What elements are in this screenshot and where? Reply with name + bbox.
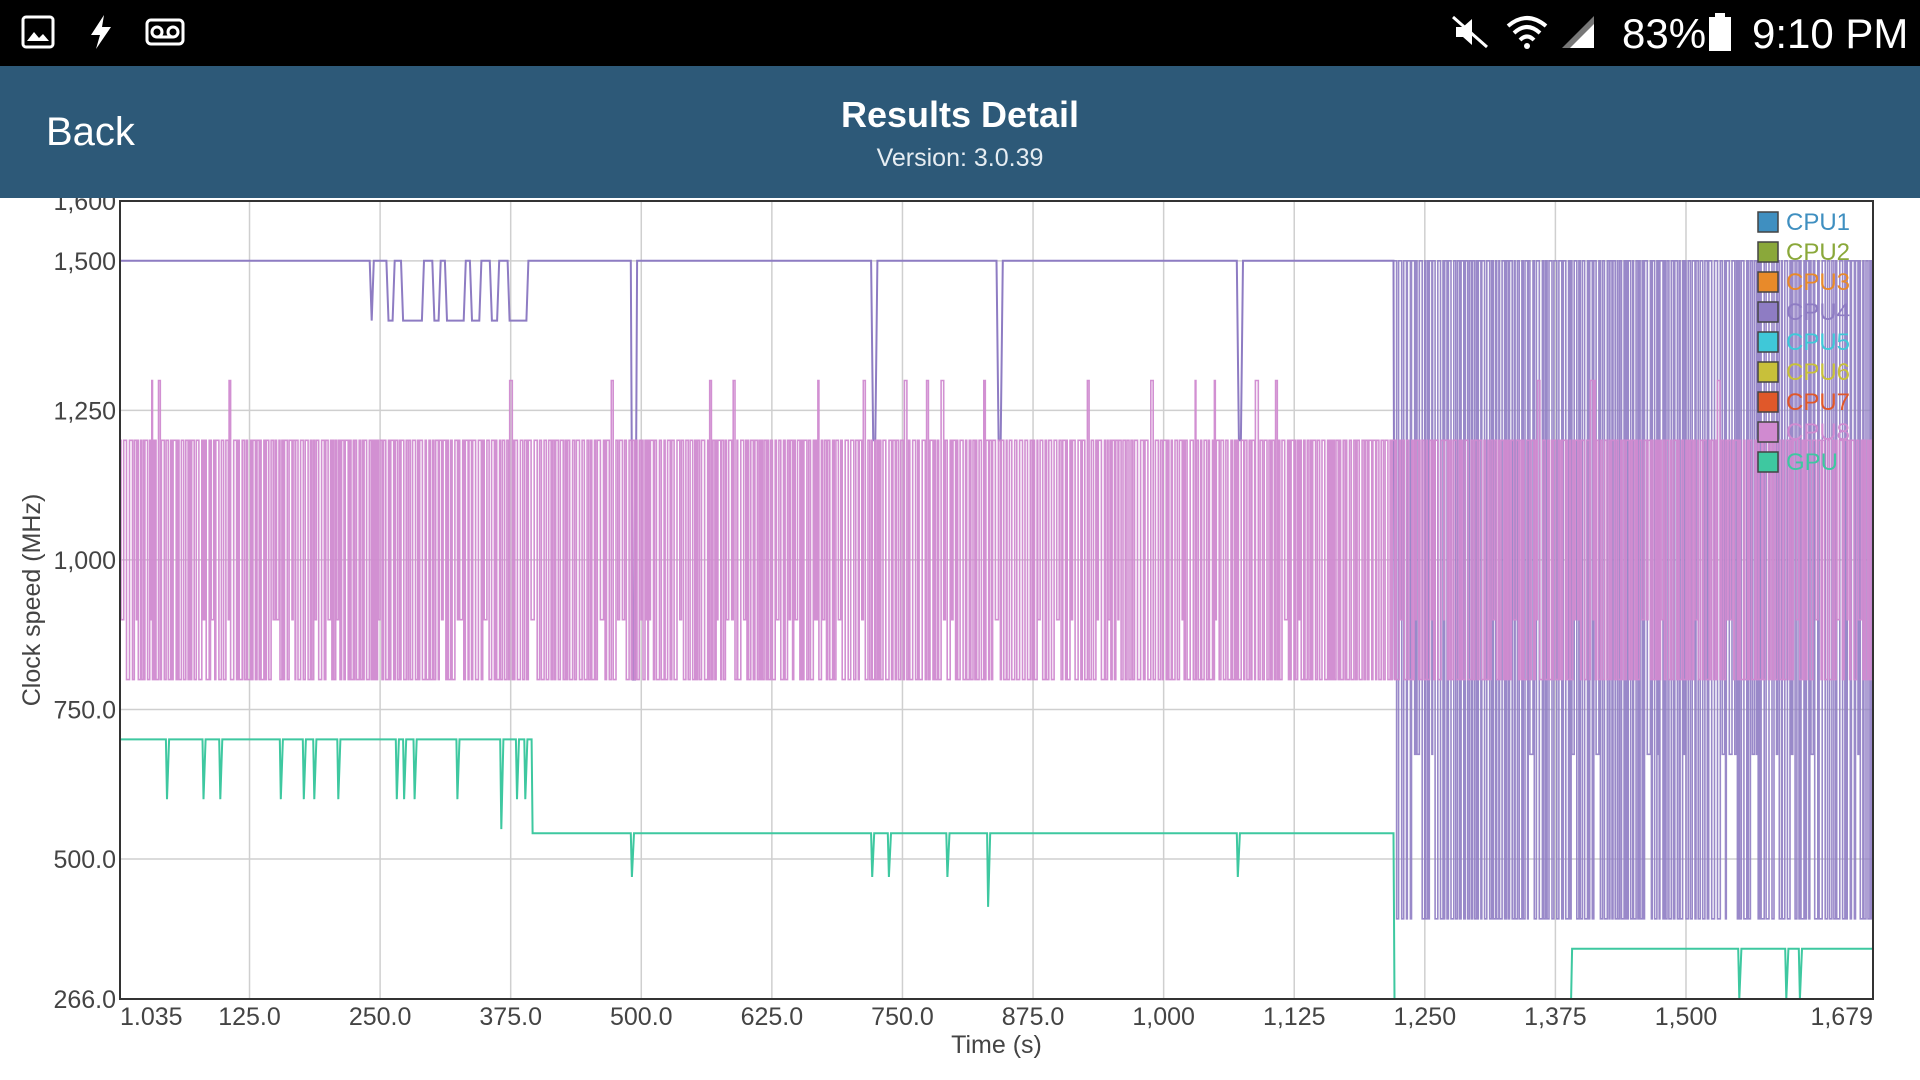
x-tick-label: 625.0 [741, 1003, 804, 1031]
y-tick-label: 750.0 [53, 696, 116, 724]
chart-legend: CPU1 CPU2 CPU3 CPU4 CPU5 CPU6 CPU7 CPU8 GPU [1757, 209, 1850, 476]
back-button[interactable]: Back [46, 110, 135, 154]
status-bar: 83% 9:10 PM [0, 0, 1920, 66]
series-line-gpu [120, 738, 1873, 1000]
mute-icon [1452, 15, 1488, 49]
clock-speed-chart: 1.035 125.0 250.0 375.0 500.0 625.0 750.0 875.0… [18, 198, 1874, 1059]
x-tick-label: 125.0 [218, 1003, 281, 1031]
legend-swatch-gpu [1757, 451, 1779, 473]
voicemail-icon [145, 18, 185, 46]
clock: 9:10 PM [1752, 10, 1909, 57]
wifi-icon [1506, 16, 1548, 49]
series-line-cpu8 [120, 379, 1873, 681]
legend-swatch-cpu6 [1757, 361, 1779, 383]
y-tick-label: 266.0 [53, 986, 116, 1014]
battery-percent: 83% [1622, 10, 1707, 57]
plot-frame [119, 200, 1874, 1000]
legend-swatch-cpu1 [1757, 211, 1779, 233]
x-tick-label: 1,375 [1524, 1003, 1587, 1031]
x-tick-label: 1,125 [1263, 1003, 1326, 1031]
legend-label-cpu5: CPU5 [1786, 329, 1850, 356]
chart-series [120, 259, 1873, 1000]
x-tick-label: 375.0 [479, 1003, 542, 1031]
y-tick-label: 1,250 [53, 397, 116, 425]
y-tick-label: 1,000 [53, 547, 116, 575]
x-axis-label: Time (s) [951, 1031, 1042, 1059]
x-tick-label: 750.0 [871, 1003, 934, 1031]
legend-label-cpu7: CPU7 [1786, 389, 1850, 416]
legend-label-cpu1: CPU1 [1786, 209, 1850, 236]
gallery-icon [21, 15, 55, 49]
x-axis-ticks: 1.035 125.0 250.0 375.0 500.0 625.0 750.0 875.0… [120, 1003, 1873, 1031]
x-tick-label: 1,250 [1394, 1003, 1457, 1031]
app-header: Back Results Detail Version: 3.0.39 [0, 66, 1920, 198]
y-tick-label: 1,600 [53, 198, 116, 216]
x-tick-label: 1.035 [120, 1003, 183, 1031]
legend-label-gpu: GPU [1786, 449, 1838, 476]
series-line-cpu4 [120, 259, 1396, 681]
legend-swatch-cpu5 [1757, 331, 1779, 353]
x-tick-label: 1,500 [1655, 1003, 1718, 1031]
legend-label-cpu4: CPU4 [1786, 299, 1850, 326]
legend-swatch-cpu3 [1757, 271, 1779, 293]
signal-icon [1562, 16, 1594, 48]
y-tick-label: 1,500 [53, 248, 116, 276]
legend-swatch-cpu7 [1757, 391, 1779, 413]
page-title: Results Detail [840, 94, 1080, 135]
legend-swatch-cpu2 [1757, 241, 1779, 263]
legend-swatch-cpu8 [1757, 421, 1779, 443]
x-tick-label: 500.0 [610, 1003, 673, 1031]
x-tick-label: 250.0 [349, 1003, 412, 1031]
y-axis-ticks: 266.0 500.0 750.0 1,000 1,250 1,500 1,600 [53, 198, 116, 1014]
legend-label-cpu2: CPU2 [1786, 239, 1850, 266]
y-axis-label: Clock speed (MHz) [18, 494, 46, 707]
version-label: Version: 3.0.39 [876, 144, 1044, 172]
legend-label-cpu3: CPU3 [1786, 269, 1850, 296]
legend-swatch-cpu4 [1757, 301, 1779, 323]
battery-icon [1709, 13, 1731, 51]
flash-icon [91, 15, 111, 49]
x-tick-label: 875.0 [1002, 1003, 1065, 1031]
x-tick-label: 1,679 [1810, 1003, 1873, 1031]
legend-label-cpu8: CPU8 [1786, 419, 1850, 446]
legend-label-cpu6: CPU6 [1786, 359, 1850, 386]
y-tick-label: 500.0 [53, 846, 116, 874]
x-tick-label: 1,000 [1132, 1003, 1195, 1031]
